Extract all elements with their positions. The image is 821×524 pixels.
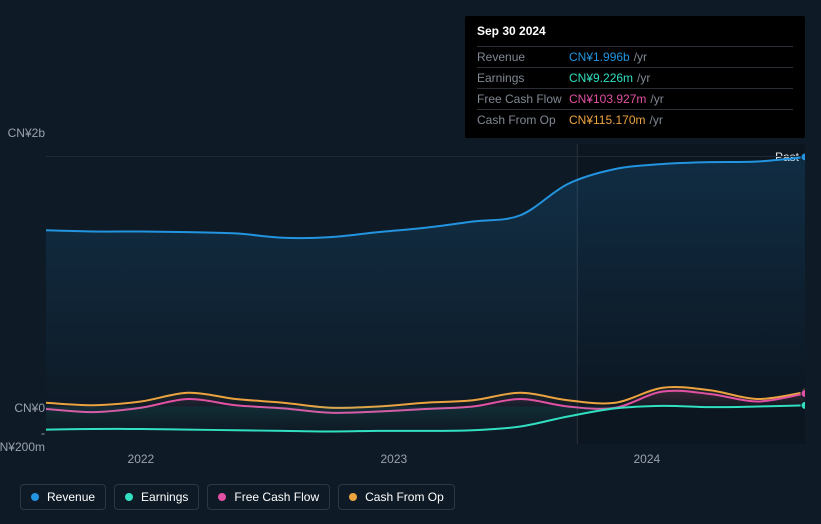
tooltip-metric-value: CN¥9.226m	[569, 71, 633, 85]
tooltip-metric-unit: /yr	[637, 71, 650, 85]
legend-label: Earnings	[141, 490, 188, 504]
tooltip-metric-unit: /yr	[650, 113, 663, 127]
y-label-zero: CN¥0	[14, 401, 45, 415]
tooltip-metric-value: CN¥1.996b	[569, 50, 630, 64]
tooltip-row: Free Cash FlowCN¥103.927m/yr	[477, 88, 793, 109]
tooltip-row: RevenueCN¥1.996b/yr	[477, 46, 793, 67]
legend-swatch-icon	[31, 493, 39, 501]
legend-swatch-icon	[125, 493, 133, 501]
tooltip-metric-label: Free Cash Flow	[477, 92, 569, 106]
tooltip-date: Sep 30 2024	[477, 24, 793, 42]
tooltip-metric-value: CN¥103.927m	[569, 92, 646, 106]
tooltip-metric-label: Earnings	[477, 71, 569, 85]
tooltip-row: EarningsCN¥9.226m/yr	[477, 67, 793, 88]
tooltip-rows: RevenueCN¥1.996b/yrEarningsCN¥9.226m/yrF…	[477, 46, 793, 130]
legend-label: Free Cash Flow	[234, 490, 319, 504]
chart-area: CN¥2b CN¥0 -CN¥200m Past	[16, 126, 805, 466]
chart-tooltip: Sep 30 2024 RevenueCN¥1.996b/yrEarningsC…	[465, 16, 805, 138]
legend-item-revenue[interactable]: Revenue	[20, 484, 106, 510]
legend-item-free-cash-flow[interactable]: Free Cash Flow	[207, 484, 330, 510]
x-axis-label: 2024	[633, 452, 660, 466]
y-label-neg: -CN¥200m	[0, 426, 45, 454]
x-axis-label: 2022	[128, 452, 155, 466]
chart-svg	[46, 144, 805, 444]
legend-label: Cash From Op	[365, 490, 444, 504]
legend: Revenue Earnings Free Cash Flow Cash From O…	[20, 484, 455, 510]
tooltip-metric-label: Revenue	[477, 50, 569, 64]
y-label-top: CN¥2b	[8, 126, 45, 140]
x-axis-label: 2023	[380, 452, 407, 466]
legend-label: Revenue	[47, 490, 95, 504]
tooltip-metric-unit: /yr	[650, 92, 663, 106]
tooltip-metric-value: CN¥115.170m	[569, 113, 646, 127]
tooltip-metric-unit: /yr	[634, 50, 647, 64]
legend-swatch-icon	[349, 493, 357, 501]
tooltip-metric-label: Cash From Op	[477, 113, 569, 127]
legend-swatch-icon	[218, 493, 226, 501]
legend-item-cash-from-op[interactable]: Cash From Op	[338, 484, 455, 510]
legend-item-earnings[interactable]: Earnings	[114, 484, 199, 510]
